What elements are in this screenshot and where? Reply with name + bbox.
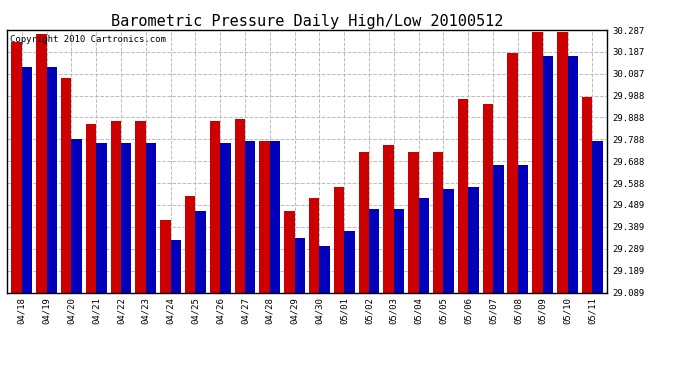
Title: Barometric Pressure Daily High/Low 20100512: Barometric Pressure Daily High/Low 20100… xyxy=(111,14,503,29)
Bar xyxy=(309,198,319,292)
Bar xyxy=(507,54,518,292)
Bar xyxy=(36,34,47,292)
Bar xyxy=(384,146,394,292)
Bar xyxy=(235,119,245,292)
Bar xyxy=(369,209,380,292)
Bar xyxy=(359,152,369,292)
Bar xyxy=(96,143,107,292)
Bar xyxy=(295,237,305,292)
Bar xyxy=(433,152,444,292)
Text: Copyright 2010 Cartronics.com: Copyright 2010 Cartronics.com xyxy=(10,35,166,44)
Bar xyxy=(146,143,156,292)
Bar xyxy=(582,97,592,292)
Bar xyxy=(71,139,82,292)
Bar xyxy=(543,56,553,292)
Bar xyxy=(259,141,270,292)
Bar xyxy=(284,211,295,292)
Bar xyxy=(419,198,429,292)
Bar xyxy=(557,32,567,292)
Bar xyxy=(270,141,280,292)
Bar xyxy=(394,209,404,292)
Bar xyxy=(220,143,230,292)
Bar xyxy=(185,196,195,292)
Bar xyxy=(334,187,344,292)
Bar xyxy=(22,67,32,292)
Bar xyxy=(458,99,469,292)
Bar xyxy=(592,141,603,292)
Bar xyxy=(444,189,454,292)
Bar xyxy=(170,240,181,292)
Bar xyxy=(160,220,170,292)
Bar xyxy=(135,122,146,292)
Bar xyxy=(195,211,206,292)
Bar xyxy=(11,42,22,292)
Bar xyxy=(210,122,220,292)
Bar xyxy=(47,67,57,292)
Bar xyxy=(110,122,121,292)
Bar xyxy=(408,152,419,292)
Bar xyxy=(567,56,578,292)
Bar xyxy=(61,78,71,292)
Bar xyxy=(518,165,529,292)
Bar xyxy=(483,104,493,292)
Bar xyxy=(344,231,355,292)
Bar xyxy=(245,141,255,292)
Bar xyxy=(493,165,504,292)
Bar xyxy=(319,246,330,292)
Bar xyxy=(121,143,131,292)
Bar xyxy=(86,123,96,292)
Bar xyxy=(532,32,543,292)
Bar xyxy=(469,187,479,292)
